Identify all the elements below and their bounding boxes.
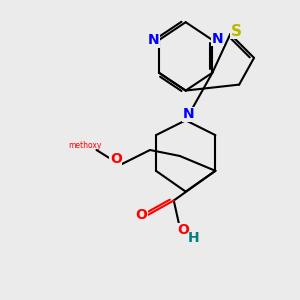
Text: N: N (148, 33, 159, 47)
Text: O: O (177, 223, 189, 237)
Text: O: O (110, 152, 122, 166)
Text: H: H (187, 231, 199, 245)
Text: S: S (231, 24, 242, 39)
Text: methoxy: methoxy (68, 141, 101, 150)
Text: N: N (212, 32, 224, 46)
Text: O: O (135, 208, 147, 222)
Text: N: N (183, 107, 194, 121)
